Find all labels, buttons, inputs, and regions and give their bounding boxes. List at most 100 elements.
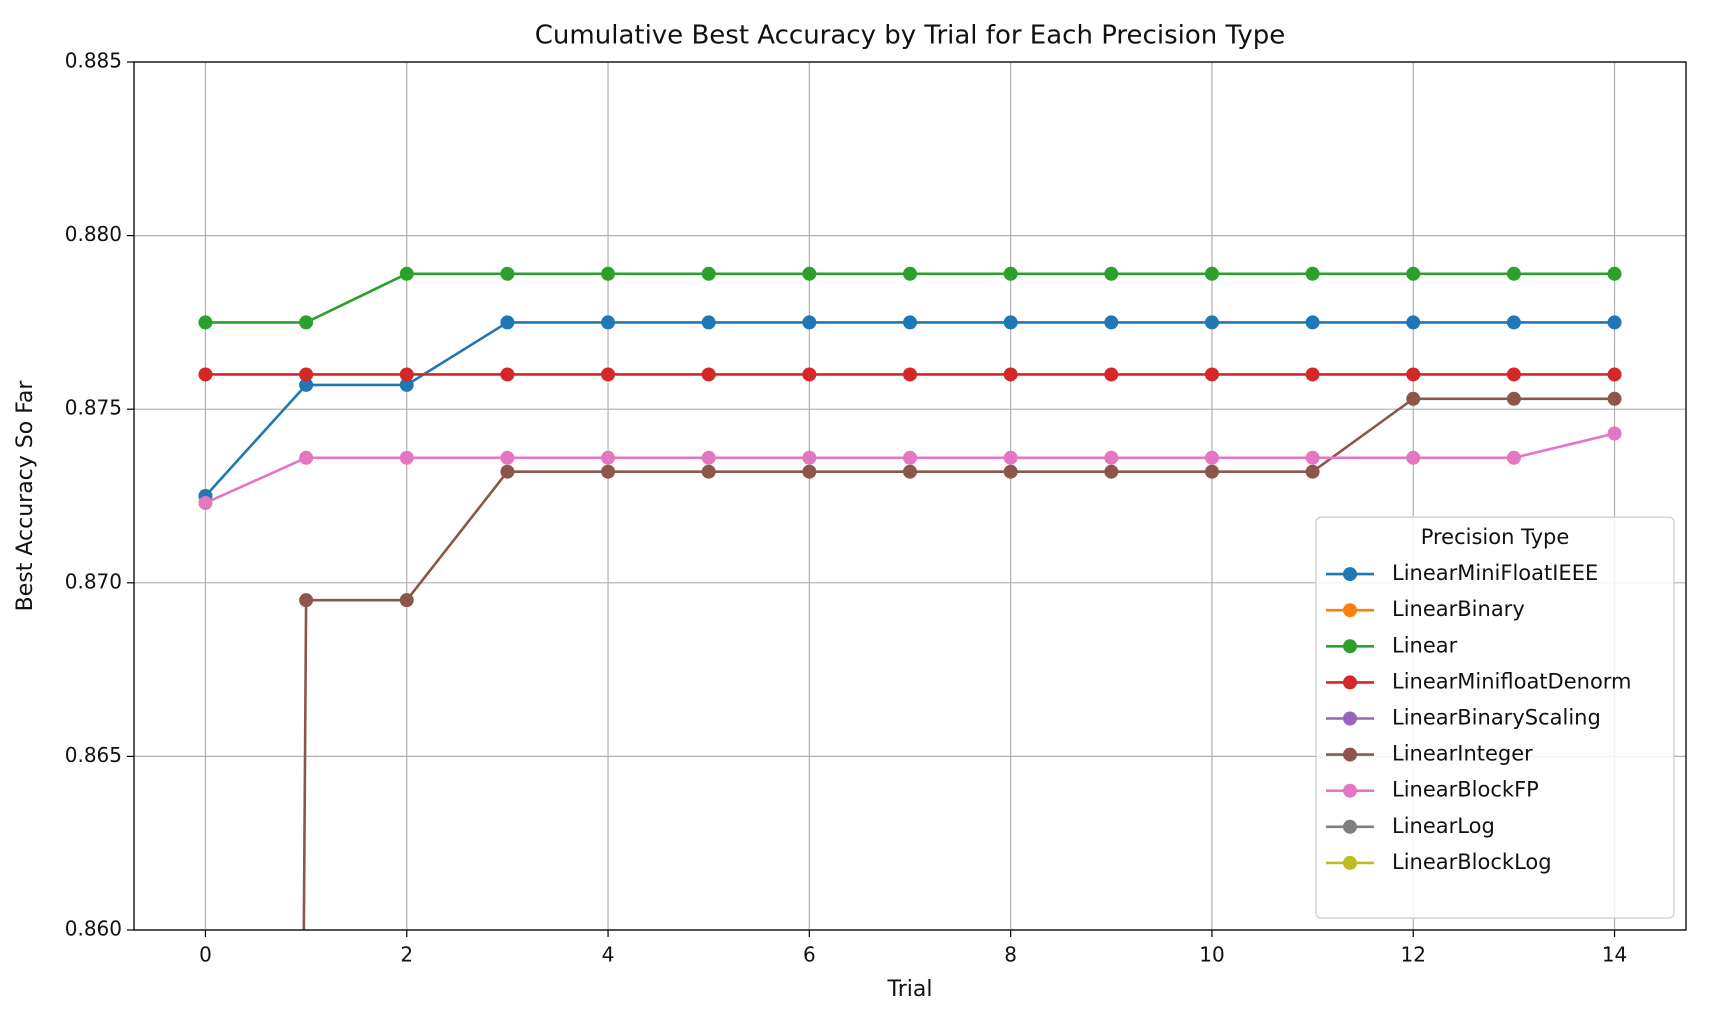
data-point bbox=[299, 377, 314, 392]
data-point bbox=[1204, 266, 1219, 281]
legend-marker bbox=[1343, 855, 1357, 870]
data-point bbox=[399, 266, 414, 281]
y-tick-label: 0.875 bbox=[65, 396, 122, 420]
data-point bbox=[1104, 450, 1119, 465]
chart-title: Cumulative Best Accuracy by Trial for Ea… bbox=[535, 21, 1285, 51]
data-point bbox=[1406, 266, 1421, 281]
data-point bbox=[1305, 367, 1320, 382]
data-point bbox=[198, 315, 213, 330]
data-point bbox=[701, 315, 716, 330]
data-point bbox=[802, 266, 817, 281]
legend-marker bbox=[1343, 639, 1357, 654]
legend-label: Linear bbox=[1392, 633, 1458, 657]
data-point bbox=[1406, 315, 1421, 330]
data-point bbox=[299, 450, 314, 465]
data-point bbox=[1204, 367, 1219, 382]
data-point bbox=[1104, 464, 1119, 479]
legend-label: LinearBinary bbox=[1392, 597, 1525, 621]
y-tick-label: 0.870 bbox=[65, 569, 122, 593]
legend-marker bbox=[1343, 603, 1357, 618]
data-point bbox=[1607, 367, 1622, 382]
plot-frame bbox=[133, 61, 1687, 931]
x-tick-label: 12 bbox=[1401, 943, 1426, 967]
data-point bbox=[1305, 266, 1320, 281]
data-point bbox=[1104, 367, 1119, 382]
data-point bbox=[1607, 266, 1622, 281]
legend-marker bbox=[1343, 711, 1357, 726]
legend-label: LinearBinaryScaling bbox=[1392, 706, 1601, 730]
data-point bbox=[903, 315, 917, 330]
y-tick-label: 0.865 bbox=[65, 743, 122, 767]
legend-marker bbox=[1343, 747, 1357, 762]
data-point bbox=[601, 367, 616, 382]
data-point bbox=[299, 315, 314, 330]
x-tick-label: 14 bbox=[1602, 943, 1627, 967]
data-point bbox=[903, 450, 917, 465]
data-point bbox=[399, 593, 414, 608]
data-point bbox=[1305, 315, 1320, 330]
legend-label: LinearInteger bbox=[1392, 742, 1533, 766]
data-point bbox=[701, 266, 716, 281]
data-point bbox=[903, 367, 917, 382]
data-point bbox=[1607, 315, 1622, 330]
data-point bbox=[601, 315, 616, 330]
plot-area bbox=[198, 266, 1622, 930]
data-point bbox=[500, 266, 515, 281]
data-point bbox=[500, 450, 515, 465]
data-point bbox=[601, 450, 616, 465]
legend-title: Precision Type bbox=[1421, 525, 1570, 549]
data-point bbox=[601, 464, 616, 479]
data-point bbox=[1406, 391, 1421, 406]
data-point bbox=[903, 464, 917, 479]
data-point bbox=[1204, 315, 1219, 330]
data-point bbox=[1607, 391, 1622, 406]
data-point bbox=[1506, 391, 1521, 406]
legend-label: LinearBlockFP bbox=[1392, 778, 1539, 802]
data-point bbox=[299, 593, 314, 608]
y-axis-label: Best Accuracy So Far bbox=[13, 380, 38, 612]
data-point bbox=[701, 464, 716, 479]
data-point bbox=[701, 450, 716, 465]
data-point bbox=[198, 495, 213, 510]
data-point bbox=[1104, 315, 1119, 330]
data-point bbox=[1506, 367, 1521, 382]
data-point bbox=[399, 377, 414, 392]
data-point bbox=[1406, 367, 1421, 382]
data-point bbox=[1204, 464, 1219, 479]
x-tick-label: 2 bbox=[400, 943, 413, 967]
legend-label: LinearBlockLog bbox=[1392, 850, 1552, 874]
data-point bbox=[1003, 315, 1018, 330]
x-tick-label: 6 bbox=[803, 943, 816, 967]
data-point bbox=[198, 367, 213, 382]
data-point bbox=[601, 266, 616, 281]
data-point bbox=[1104, 266, 1119, 281]
data-point bbox=[1003, 464, 1018, 479]
legend-marker bbox=[1343, 567, 1357, 582]
data-point bbox=[1204, 450, 1219, 465]
legend-label: LinearMiniFloatIEEE bbox=[1392, 561, 1598, 585]
series-line bbox=[205, 272, 1615, 324]
data-point bbox=[500, 464, 515, 479]
data-point bbox=[1506, 266, 1521, 281]
data-point bbox=[1607, 426, 1622, 441]
data-point bbox=[399, 367, 414, 382]
legend-marker bbox=[1343, 675, 1357, 690]
y-tick-label: 0.880 bbox=[65, 222, 122, 246]
data-point bbox=[802, 367, 817, 382]
data-point bbox=[1003, 266, 1018, 281]
data-point bbox=[802, 464, 817, 479]
data-point bbox=[500, 367, 515, 382]
data-point bbox=[903, 266, 917, 281]
y-tick-label: 0.885 bbox=[65, 49, 122, 73]
legend-label: LinearMinifloatDenorm bbox=[1392, 669, 1632, 693]
data-point bbox=[399, 450, 414, 465]
legend-marker bbox=[1343, 783, 1357, 798]
data-point bbox=[1506, 315, 1521, 330]
data-point bbox=[1305, 450, 1320, 465]
data-point bbox=[1406, 450, 1421, 465]
data-point bbox=[1003, 367, 1018, 382]
data-point bbox=[802, 450, 817, 465]
data-point bbox=[299, 367, 314, 382]
data-point bbox=[1003, 450, 1018, 465]
